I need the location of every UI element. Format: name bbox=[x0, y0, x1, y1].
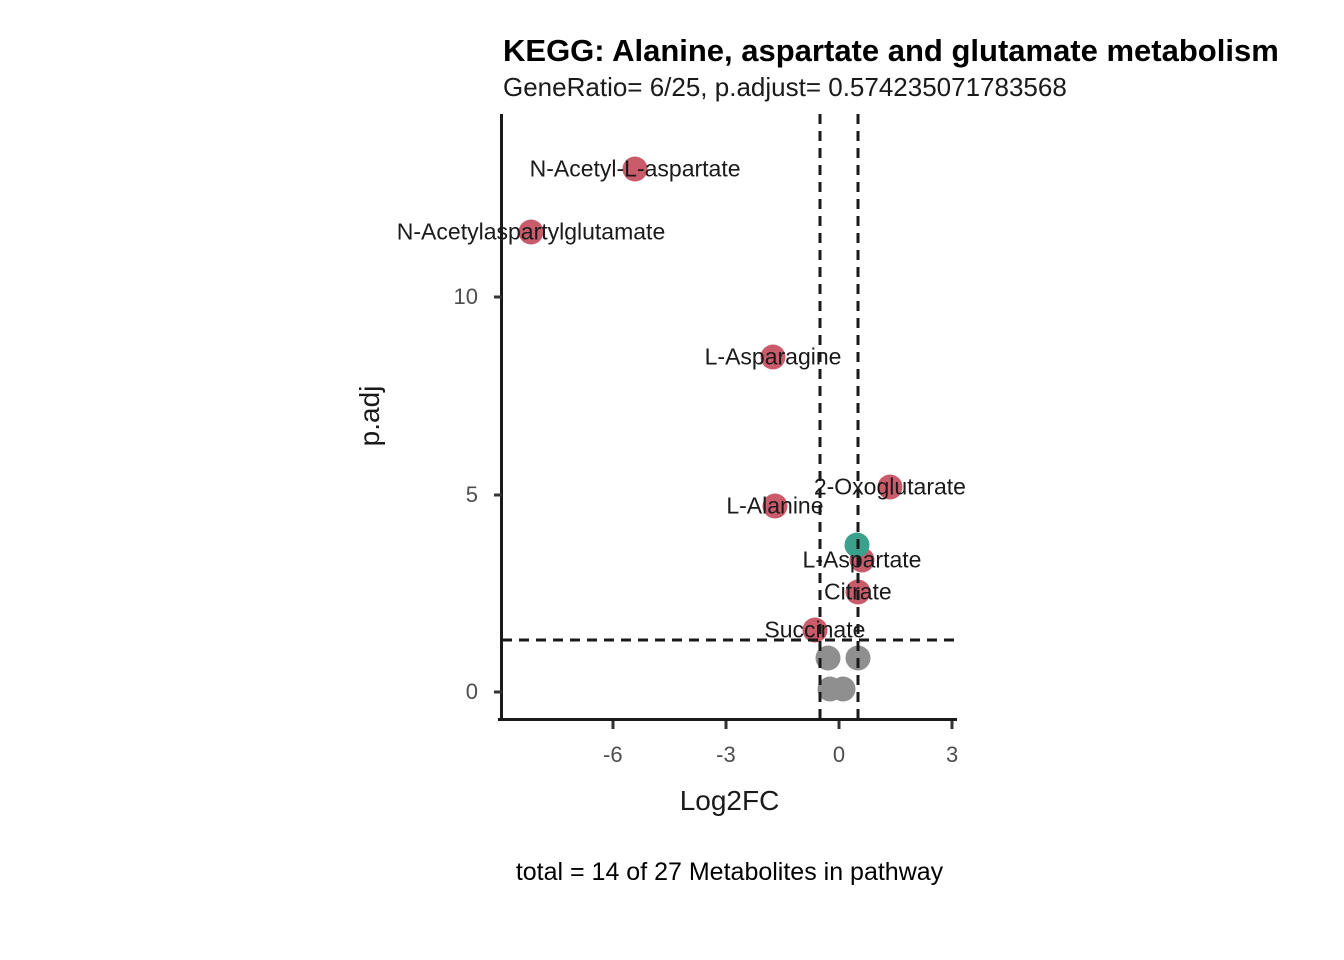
data-point bbox=[830, 676, 856, 702]
data-point-2-oxoglutarate bbox=[877, 474, 903, 500]
plot-caption: total = 14 of 27 Metabolites in pathway bbox=[515, 858, 944, 886]
data-point-l-asparagine bbox=[760, 344, 786, 370]
point-labels-layer: N-Acetyl-L-aspartate N-Acetylaspartylglut… bbox=[397, 114, 966, 718]
point-label-citrate: Citrate bbox=[823, 578, 892, 605]
point-label-l-asparagine: L-Asparagine bbox=[704, 343, 842, 370]
point-label-2-oxoglutarate: 2-Oxoglutarate bbox=[813, 473, 966, 500]
fc-threshold-line bbox=[818, 114, 822, 718]
point-label-succinate: Succinate bbox=[764, 616, 866, 643]
point-label-l-alanine: L-Alanine bbox=[726, 492, 824, 519]
x-axis-tick-label: -6 bbox=[603, 742, 623, 767]
y-axis-tick-label: 5 bbox=[465, 481, 478, 507]
y-axis-tick-label: 10 bbox=[453, 284, 478, 310]
point-label-n-acetyl-l-aspartate: N-Acetyl-L-aspartate bbox=[529, 155, 741, 182]
plot-title: KEGG: Alanine, aspartate and glutamate m… bbox=[503, 33, 1279, 68]
data-point-succinate bbox=[802, 617, 828, 643]
fc-threshold-line bbox=[856, 114, 860, 718]
data-point-n-acetyl-l-aspartate bbox=[622, 156, 648, 182]
plot-subtitle: GeneRatio= 6/25, p.adjust= 0.57423507178… bbox=[503, 72, 1067, 102]
x-axis-tick bbox=[950, 721, 954, 729]
y-axis-line bbox=[500, 114, 503, 718]
x-axis-tick bbox=[724, 721, 728, 729]
x-axis-line bbox=[498, 718, 957, 721]
y-axis-tick bbox=[494, 295, 502, 299]
x-axis-tick bbox=[837, 721, 841, 729]
y-axis-tick bbox=[494, 493, 502, 497]
y-axis-title: p.adj bbox=[354, 385, 385, 447]
y-axis-tick bbox=[494, 690, 502, 694]
data-point-n-acetylaspartylglutamate bbox=[518, 219, 544, 245]
plot-panel: N-Acetyl-L-aspartate N-Acetylaspartylglut… bbox=[397, 114, 966, 721]
x-axis-tick-label: -3 bbox=[716, 742, 736, 767]
y-axis-tick-label: 0 bbox=[465, 678, 478, 704]
x-axis-tick-label: 3 bbox=[945, 742, 959, 767]
point-label-n-acetylaspartylglutamate: N-Acetylaspartylglutamate bbox=[396, 218, 666, 245]
point-label-l-aspartate: L-Aspartate bbox=[802, 546, 922, 573]
x-axis-tick-label: 0 bbox=[832, 742, 846, 767]
pvalue-threshold-line bbox=[502, 638, 957, 642]
data-point-l-alanine bbox=[762, 493, 788, 519]
threshold-lines-layer bbox=[502, 114, 957, 718]
x-axis-title: Log2FC bbox=[679, 785, 780, 816]
x-axis-tick bbox=[611, 721, 615, 729]
